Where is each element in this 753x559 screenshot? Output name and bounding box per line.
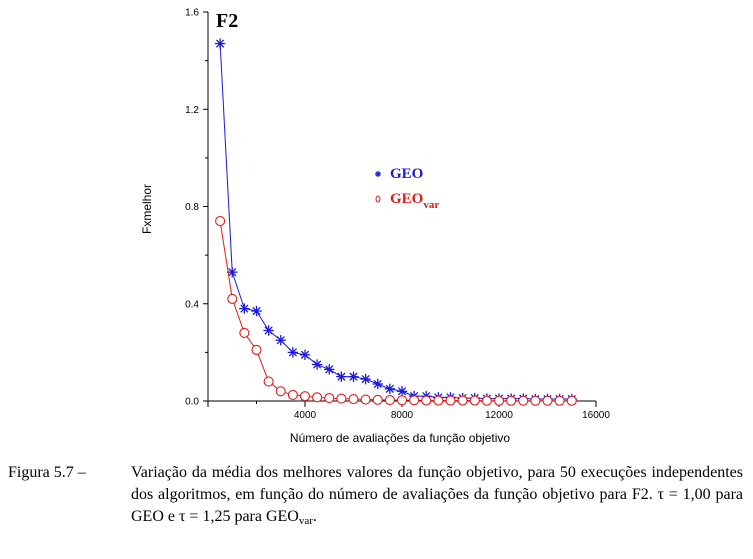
data-point: [433, 395, 444, 406]
data-point: [409, 395, 420, 406]
caption-text: Variação da média dos melhores valores d…: [131, 464, 743, 525]
data-point: [263, 376, 274, 387]
x-tick-label: 4000: [294, 410, 317, 421]
data-point: [299, 391, 311, 402]
caption-end: .: [312, 508, 317, 525]
data-point: [481, 395, 492, 406]
legend: GEO GEOvar: [375, 166, 439, 211]
figure-caption: Figura 5.7 – Variação da média dos melho…: [8, 462, 743, 528]
series-geo-var: [215, 216, 577, 406]
data-point: [287, 389, 298, 400]
y-tick-label: 1.6: [185, 8, 199, 19]
legend-item: GEOvar: [375, 191, 439, 211]
data-point: [287, 347, 299, 358]
data-point: [530, 395, 541, 406]
data-point: [384, 394, 395, 406]
caption-subscript: var: [298, 515, 313, 527]
data-point: [348, 394, 359, 405]
data-point: [518, 395, 529, 406]
legend-item: GEO: [375, 166, 423, 182]
data-point: [227, 293, 238, 304]
data-point: [372, 394, 383, 405]
data-point: [554, 395, 565, 406]
data-point: [275, 386, 286, 397]
data-point: [360, 394, 371, 405]
caption-label: Figura 5.7 –: [8, 464, 86, 481]
data-point: [324, 364, 335, 375]
data-point: [396, 386, 408, 397]
data-point: [348, 371, 359, 382]
data-point: [324, 393, 335, 404]
series-line: [219, 221, 572, 402]
chart-svg: 0.0 0.4 0.8 1.2 1.6 4000 8000 12000 16000 F2 Núm…: [140, 8, 610, 446]
data-point: [312, 392, 323, 403]
y-tick-label: 1.2: [185, 105, 199, 116]
legend-label: GEOvar: [390, 191, 439, 211]
series-line: [219, 43, 572, 400]
data-point: [457, 395, 468, 406]
legend-marker: [375, 195, 381, 203]
data-point: [493, 395, 505, 406]
data-point: [421, 395, 432, 406]
data-point: [336, 393, 347, 404]
caption-body: Variação da média dos melhores valores d…: [131, 462, 743, 528]
data-point: [239, 303, 250, 314]
data-point: [239, 327, 250, 338]
data-point: [227, 266, 238, 278]
x-axis-label: Número de avaliações da função objetivo: [290, 431, 510, 445]
x-tick-label: 8000: [391, 410, 414, 421]
chart-title: F2: [216, 10, 238, 32]
data-point: [215, 216, 226, 227]
data-point: [360, 373, 371, 385]
data-point: [445, 395, 456, 406]
legend-label: GEO: [390, 166, 423, 182]
data-point: [336, 371, 347, 382]
ticks: 0.0 0.4 0.8 1.2 1.6 4000 8000 12000 16000: [185, 8, 610, 422]
data-point: [566, 395, 577, 406]
data-point: [251, 344, 262, 355]
y-tick-label: 0.8: [185, 202, 199, 213]
y-tick-label: 0.0: [185, 397, 199, 408]
x-tick-label: 12000: [485, 410, 513, 421]
data-point: [396, 395, 408, 406]
data-point: [469, 395, 480, 406]
series: [214, 38, 577, 406]
data-point: [384, 383, 396, 395]
data-point: [311, 359, 323, 370]
data-point: [263, 325, 274, 336]
chart: 0.0 0.4 0.8 1.2 1.6 4000 8000 12000 16000 F2 Núm…: [140, 8, 610, 446]
data-point: [214, 38, 226, 49]
data-point: [372, 378, 383, 390]
series-geo: [214, 38, 577, 405]
data-point: [299, 349, 311, 361]
data-point: [251, 305, 262, 317]
data-point: [275, 335, 286, 346]
data-point: [506, 395, 517, 406]
y-axis-label: Fxmelhor: [140, 184, 154, 234]
data-point: [542, 395, 553, 406]
x-tick-label: 16000: [582, 410, 610, 421]
y-tick-label: 0.4: [185, 299, 199, 310]
legend-marker: [375, 171, 381, 177]
